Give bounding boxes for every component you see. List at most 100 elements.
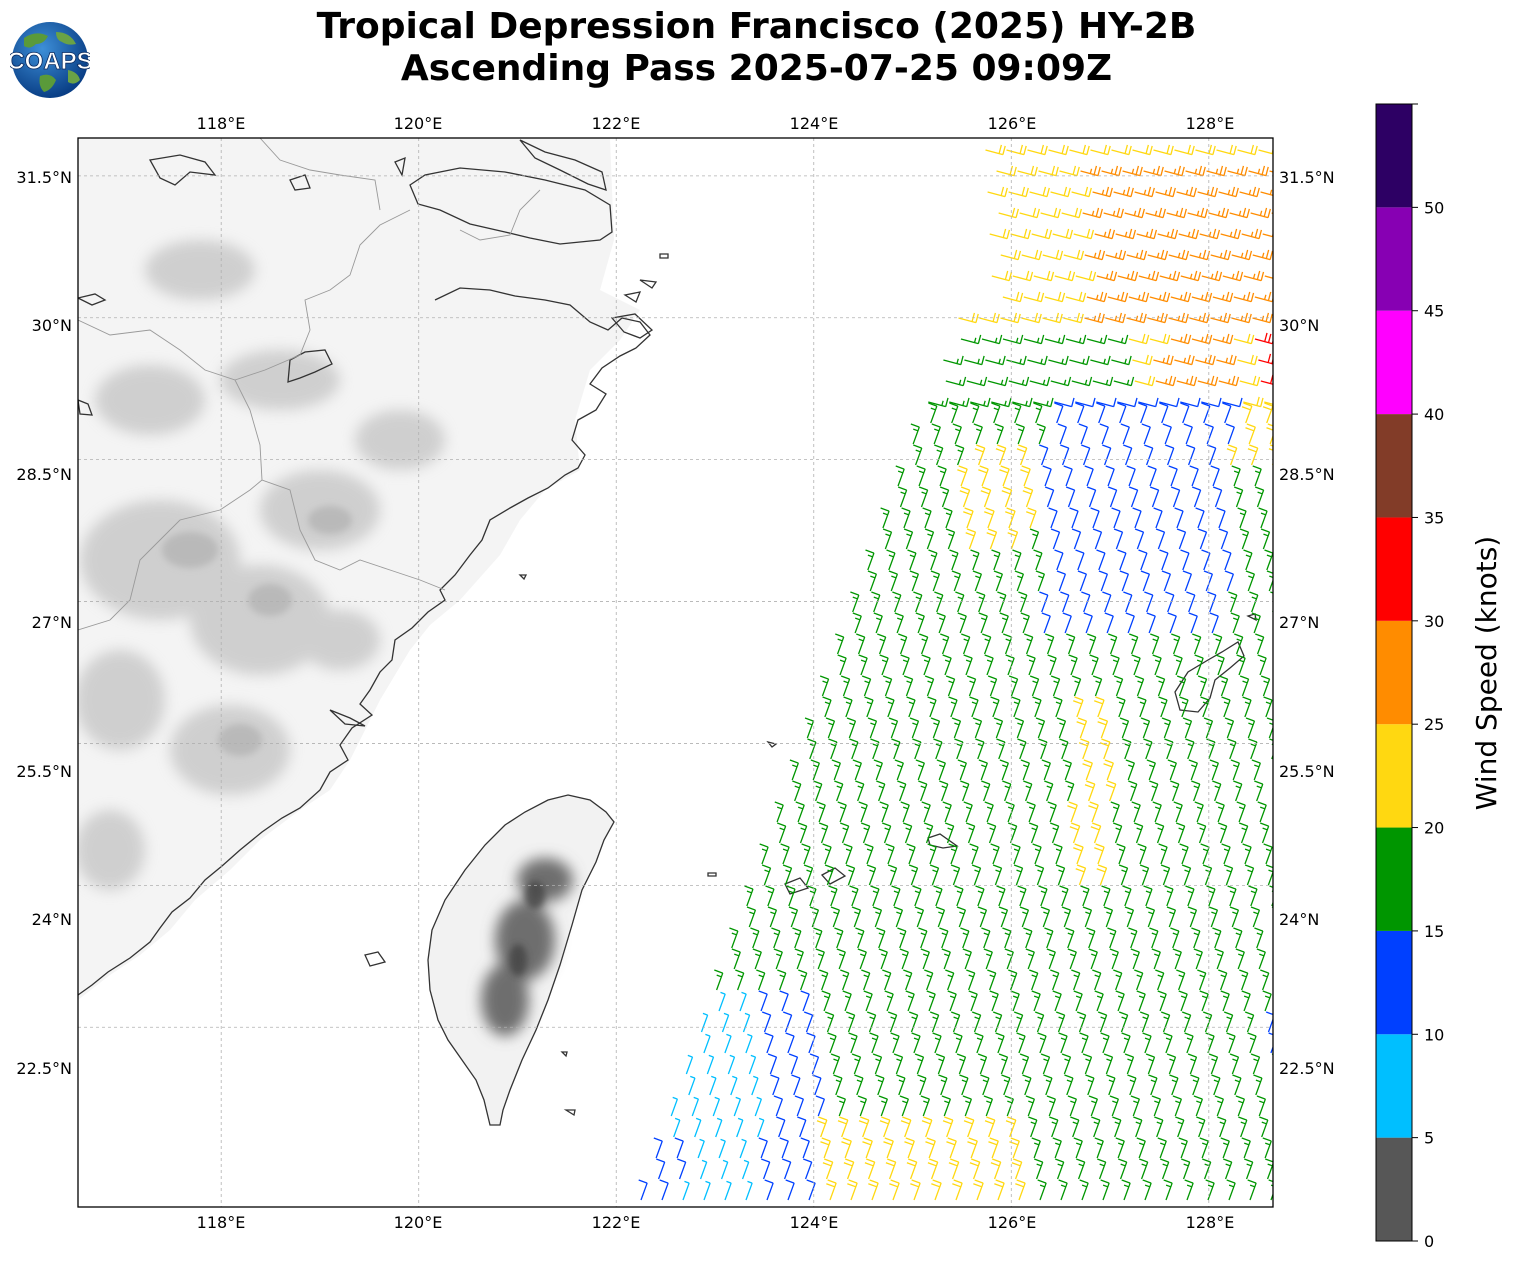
wind-barb (821, 990, 831, 1012)
wind-barb (764, 1179, 774, 1201)
wind-barb (973, 1179, 984, 1201)
wind-barb (1244, 1011, 1255, 1033)
wind-barb (1238, 822, 1249, 844)
wind-barb (939, 486, 950, 508)
wind-barb (1170, 927, 1180, 949)
wind-barb (1134, 675, 1145, 697)
wind-barb (1092, 528, 1103, 550)
wind-barb (879, 1116, 891, 1138)
wind-barb (1069, 355, 1090, 366)
wind-barb (897, 486, 908, 508)
wind-barb (1039, 444, 1049, 466)
wind-barb (1097, 1011, 1108, 1033)
wind-barb (852, 612, 862, 634)
wind-barb (1117, 402, 1127, 424)
wind-barb (984, 507, 995, 529)
wind-barb (1145, 1053, 1156, 1075)
wind-barb (1121, 1032, 1131, 1054)
wind-barb (943, 507, 953, 529)
wind-barb (1102, 444, 1112, 466)
wind-barb (659, 1179, 669, 1201)
wind-barb (1180, 397, 1201, 408)
wind-barb (792, 780, 802, 802)
wind-barb (915, 612, 925, 634)
wind-barb (752, 948, 762, 970)
lat-tick-label: 24°N (32, 910, 72, 929)
wind-barb (718, 991, 726, 1012)
wind-barb (1180, 402, 1190, 424)
wind-barb (973, 423, 983, 445)
wind-barb (776, 1116, 786, 1138)
wind-barb (1229, 207, 1250, 219)
wind-barb (1078, 423, 1088, 445)
wind-barb (919, 633, 929, 655)
wind-barb (674, 1137, 684, 1159)
lon-tick-label: 128°E (1186, 1213, 1235, 1232)
wind-barb (1118, 1158, 1128, 1180)
wind-barb (1076, 717, 1088, 739)
wind-barb (1153, 354, 1174, 366)
wind-barb (1110, 654, 1120, 676)
wind-barb (1212, 291, 1234, 303)
wind-barb (881, 822, 892, 844)
wind-barb (1214, 948, 1224, 970)
wind-barb (1226, 444, 1238, 466)
wind-barb (1147, 465, 1157, 487)
wind-barb (850, 591, 860, 613)
wind-barb (995, 1032, 1005, 1054)
wind-barb (1252, 465, 1262, 487)
wind-barb (930, 717, 941, 739)
wind-barb (1260, 528, 1271, 550)
wind-barb (1022, 486, 1034, 508)
wind-barb (1071, 675, 1082, 697)
wind-barb (1104, 612, 1114, 634)
wind-barb (1038, 165, 1059, 177)
wind-barb (1065, 334, 1087, 345)
wind-barb (1176, 186, 1197, 198)
wind-barb (1218, 375, 1240, 387)
wind-barb (1208, 906, 1219, 928)
wind-barb (1044, 291, 1066, 303)
wind-barb (1132, 507, 1142, 529)
wind-barb (800, 990, 810, 1012)
wind-barb (1077, 570, 1088, 592)
wind-barb (807, 738, 817, 760)
wind-barb (773, 1095, 784, 1117)
wind-barb (1099, 738, 1111, 760)
wind-barb (1211, 1074, 1221, 1096)
wind-barb (1209, 612, 1219, 634)
wind-barb (1128, 486, 1139, 508)
wind-barb (972, 570, 983, 592)
wind-barb (1050, 675, 1061, 697)
wind-barb (1210, 312, 1231, 324)
wind-barb (968, 990, 978, 1012)
wind-barb (987, 186, 1008, 198)
wind-barb (782, 1011, 793, 1033)
wind-barb (1143, 165, 1164, 177)
wind-barb (1134, 969, 1144, 991)
wind-barb (816, 1116, 828, 1138)
wind-barb (1176, 375, 1198, 387)
wind-barb (992, 864, 1003, 886)
wind-barb (1128, 927, 1138, 949)
wind-barb (903, 675, 914, 697)
wind-barb (913, 591, 923, 613)
wind-barb (1038, 885, 1048, 907)
wind-barb (986, 528, 998, 550)
wind-barb (1209, 759, 1219, 781)
wind-barb (991, 549, 1001, 571)
wind-barb (1248, 738, 1258, 760)
wind-barb (1274, 250, 1294, 260)
wind-barb (1257, 654, 1267, 676)
wind-barb (1175, 822, 1186, 844)
wind-barb (969, 696, 979, 718)
wind-barb (956, 1053, 967, 1075)
wind-barb (1069, 822, 1081, 844)
wind-barb (1064, 1074, 1074, 1096)
wind-barb (1208, 207, 1229, 219)
wind-barb (858, 654, 868, 676)
wind-barb (910, 1179, 921, 1201)
wind-barb (1116, 696, 1126, 718)
lon-labels-top: 118°E 120°E 122°E 124°E 126°E 128°E (197, 114, 1235, 133)
wind-barb (1227, 165, 1248, 177)
